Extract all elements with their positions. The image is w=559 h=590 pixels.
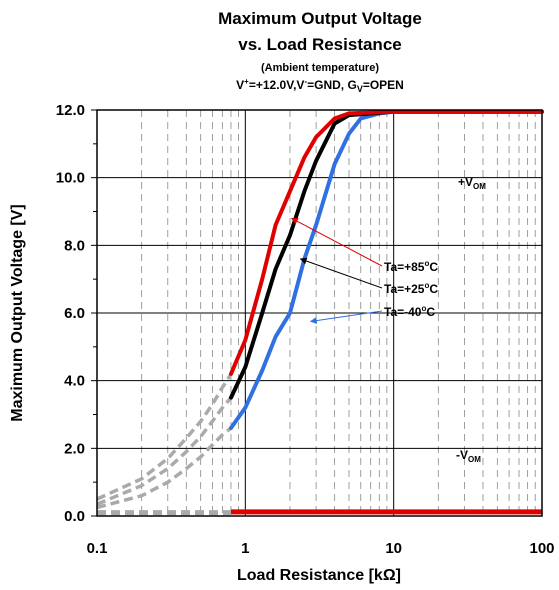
y-tick-label: 8.0: [64, 237, 85, 254]
y-axis-label: Maximum Output Voltage [V]: [9, 204, 26, 421]
y-tick-label: 12.0: [56, 102, 85, 119]
legend-arrow: [309, 310, 383, 325]
legend-label-85: Ta=+85oC: [384, 259, 438, 274]
chart-title-line1: Maximum Output Voltage: [218, 9, 422, 28]
legend-label-minus40: Ta=-40oC: [384, 304, 435, 319]
grid: [97, 110, 542, 516]
x-tick-label: 100: [529, 540, 554, 557]
chart-subtitle: (Ambient temperature): [261, 62, 379, 74]
extrapolated-line: [96, 372, 233, 501]
y-tick-label: 6.0: [64, 305, 85, 322]
legend-label-25: Ta=+25oC: [384, 281, 438, 296]
y-tick-label: 2.0: [64, 440, 85, 457]
y-tick-label: 0.0: [64, 508, 85, 525]
y-tick-label: 4.0: [64, 373, 85, 390]
legend-arrows: [290, 217, 383, 325]
legend-arrow: [299, 257, 383, 289]
series-layer: [96, 109, 544, 516]
extrapolated-line: [96, 396, 233, 506]
x-tick-label: 10: [385, 540, 402, 557]
series-line-high: [229, 109, 544, 376]
axis-ticks: 0.0 2.0 4.0 6.0 8.0 10.0 12.0 0.1 1 10 100: [56, 102, 555, 557]
x-axis-label: Load Resistance [kΩ]: [237, 567, 401, 584]
legend-arrow: [290, 217, 383, 267]
chart-conditions: V+=+12.0V,V-=GND, GV=OPEN: [236, 77, 404, 94]
x-tick-label: 0.1: [87, 540, 108, 557]
vom-minus-label: -VOM: [456, 448, 481, 464]
chart-title-line2: vs. Load Resistance: [238, 35, 401, 54]
x-tick-label: 1: [241, 540, 249, 557]
extrapolated-line: [96, 426, 233, 510]
y-tick-label: 10.0: [56, 170, 85, 187]
vom-plus-label: +VOM: [458, 175, 486, 191]
